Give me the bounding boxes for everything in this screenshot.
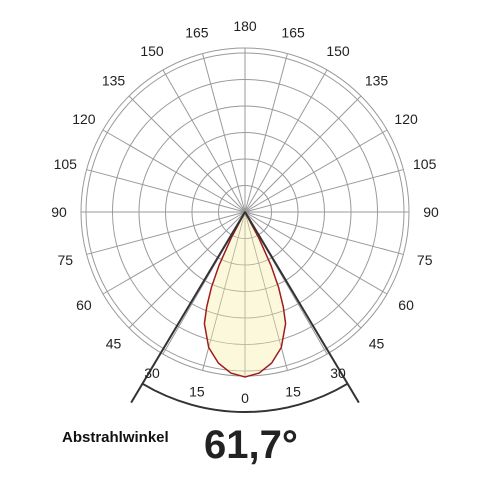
beam-line-left bbox=[130, 211, 246, 404]
angle-tick-label: 15 bbox=[189, 384, 205, 400]
angle-tick-label: 180 bbox=[233, 18, 257, 34]
angle-tick-label: 135 bbox=[365, 73, 389, 89]
grid-spoke bbox=[202, 53, 246, 213]
angle-tick-label: 0 bbox=[241, 390, 249, 406]
angle-tick-label: 120 bbox=[394, 111, 418, 127]
angle-tick-label: 30 bbox=[144, 365, 160, 381]
grid-spoke bbox=[244, 53, 288, 213]
angle-tick-label: 135 bbox=[102, 73, 126, 89]
grid-spoke bbox=[128, 211, 246, 329]
angle-tick-label: 165 bbox=[281, 24, 305, 40]
grid-spoke bbox=[244, 211, 404, 255]
grid-spoke bbox=[162, 69, 246, 213]
angle-tick-label: 165 bbox=[185, 24, 209, 40]
grid-spoke bbox=[244, 211, 388, 295]
angle-tick-label: 150 bbox=[140, 43, 164, 59]
beam-angle-label: Abstrahlwinkel bbox=[62, 429, 169, 446]
angle-tick-label: 90 bbox=[423, 204, 439, 220]
angle-tick-label: 105 bbox=[54, 156, 78, 172]
lobe-outline bbox=[203, 210, 287, 378]
angle-tick-label: 105 bbox=[413, 156, 437, 172]
angle-tick-label: 90 bbox=[51, 204, 67, 220]
angle-tick-label: 30 bbox=[330, 365, 346, 381]
angle-tick-label: 75 bbox=[58, 252, 74, 268]
grid-spoke bbox=[244, 95, 362, 213]
beam-layer bbox=[130, 211, 360, 413]
grid-spoke bbox=[128, 95, 246, 213]
angle-tick-label: 120 bbox=[72, 111, 96, 127]
grid-spoke bbox=[86, 169, 246, 213]
angle-tick-label: 60 bbox=[76, 297, 92, 313]
angle-tick-label: 45 bbox=[106, 336, 122, 352]
grid-spoke bbox=[244, 169, 404, 213]
grid-spoke bbox=[244, 129, 388, 213]
beam-line-right bbox=[244, 211, 360, 404]
grid-spoke bbox=[102, 129, 246, 213]
angle-tick-label: 150 bbox=[326, 43, 350, 59]
grid-spoke bbox=[244, 211, 362, 329]
beam-angle-value: 61,7° bbox=[204, 423, 298, 467]
angle-tick-label: 45 bbox=[369, 336, 385, 352]
beam-angle-arc bbox=[141, 382, 349, 413]
grid-spoke bbox=[86, 211, 246, 255]
grid-spoke bbox=[102, 211, 246, 295]
grid-spoke bbox=[244, 69, 328, 213]
angle-tick-label: 60 bbox=[398, 297, 414, 313]
angle-tick-label: 15 bbox=[285, 384, 301, 400]
angle-tick-labels: 0 15 15 30 30 45 45 60 60 75 75 90 90 105 105 120 120 135… bbox=[51, 18, 439, 406]
angle-tick-label: 75 bbox=[417, 252, 433, 268]
